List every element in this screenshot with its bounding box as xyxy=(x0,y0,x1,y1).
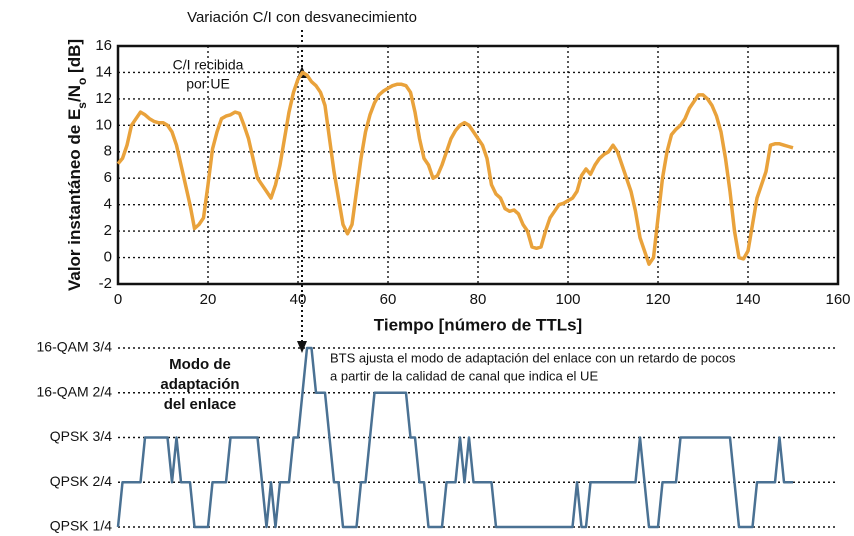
y-tick-label: QPSK 1/4 xyxy=(50,518,112,534)
y-tick-label: QPSK 2/4 xyxy=(50,473,112,489)
series-line xyxy=(116,70,794,266)
y-axis-label-part: [dB] xyxy=(65,39,84,78)
y-axis-label: Valor instantáneo de Es/No [dB] xyxy=(65,39,89,291)
y-tick-label: 4 xyxy=(104,196,112,213)
y-tick-label: 12 xyxy=(95,90,112,107)
x-tick-label: 80 xyxy=(470,291,487,308)
x-axis-label: Tiempo [número de TTLs] xyxy=(374,315,582,334)
plot-frame xyxy=(116,44,840,286)
x-tick-label: 160 xyxy=(825,291,850,308)
annotation: BTS ajusta el modo de adaptación del enl… xyxy=(330,350,736,365)
x-tick-label: 60 xyxy=(380,291,397,308)
y-tick-label: 0 xyxy=(104,249,112,266)
x-tick-label: 140 xyxy=(735,291,760,308)
annotation: adaptación xyxy=(160,376,239,393)
y-tick-label: 8 xyxy=(104,143,112,160)
y-tick-label: QPSK 3/4 xyxy=(50,428,112,444)
annotation: a partir de la calidad de canal que indi… xyxy=(330,368,598,383)
annotation: C/I recibida xyxy=(173,57,244,73)
y-tick-label: -2 xyxy=(99,275,112,292)
y-tick-label: 16 xyxy=(95,37,112,54)
x-tick-label: 120 xyxy=(645,291,670,308)
annotation: por UE xyxy=(186,76,230,92)
annotation: Modo de xyxy=(169,356,231,373)
y-tick-label: 6 xyxy=(104,169,112,186)
x-tick-label: 20 xyxy=(200,291,217,308)
y-axis-label-part: Valor instantáneo de E xyxy=(65,109,84,291)
arrow-head xyxy=(297,341,307,353)
y-tick-label: 2 xyxy=(104,222,112,239)
y-tick-label: 16-QAM 2/4 xyxy=(37,383,113,399)
x-tick-label: 100 xyxy=(555,291,580,308)
x-tick-label: 0 xyxy=(114,291,122,308)
x-tick-label: 40 xyxy=(290,291,307,308)
y-tick-label: 14 xyxy=(95,63,112,80)
y-axis-label-part: /N xyxy=(65,85,84,102)
annotation: del enlace xyxy=(164,396,237,413)
y-tick-label: 16-QAM 3/4 xyxy=(37,339,113,355)
y-tick-label: 10 xyxy=(95,116,112,133)
y-axis-label-part: o xyxy=(75,78,89,85)
chart-title: Variación C/I con desvanecimiento xyxy=(187,9,417,26)
y-axis-label-part: s xyxy=(75,102,89,109)
series-line xyxy=(116,346,793,529)
